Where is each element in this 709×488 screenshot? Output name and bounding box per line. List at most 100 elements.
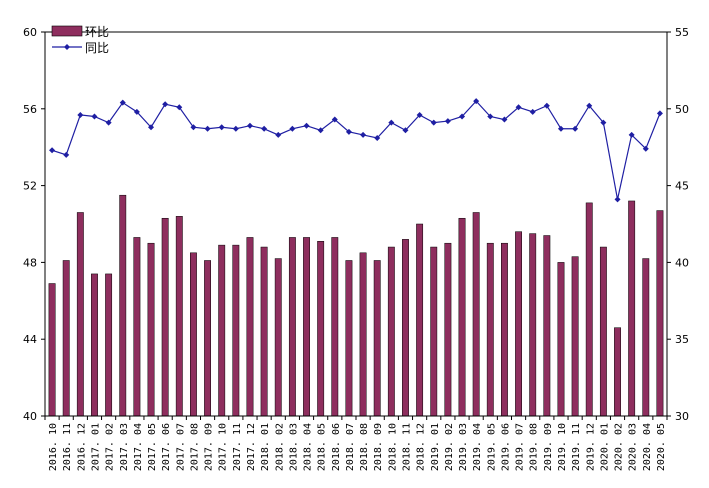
line-point [572, 125, 579, 132]
line-point [515, 104, 522, 111]
line-point [600, 119, 607, 126]
bar [345, 260, 353, 417]
line-point [444, 118, 451, 125]
line-point [459, 113, 466, 120]
line-point [232, 125, 239, 132]
x-tick-label: 2018. 03 [288, 423, 299, 471]
line-point [473, 98, 480, 105]
line-point [317, 127, 324, 134]
x-tick-label: 2020. 02 [614, 423, 625, 471]
x-tick-label: 2019. 11 [571, 423, 582, 471]
line-point [303, 122, 310, 129]
line-point [331, 116, 338, 123]
x-tick-label: 2020. 03 [628, 423, 639, 471]
x-tick-label: 2017. 08 [189, 423, 200, 471]
bar [416, 223, 424, 417]
line-point [275, 131, 282, 138]
bar [246, 237, 254, 417]
x-tick-label: 2016. 12 [76, 423, 87, 471]
x-tick-label: 2018. 12 [416, 423, 427, 471]
bar [444, 242, 452, 417]
bar [571, 256, 579, 417]
y2-tick-label: 40 [675, 256, 689, 269]
legend-label-tongbi: 同比 [85, 41, 109, 55]
line-point [119, 99, 126, 106]
bar [119, 194, 127, 417]
y2-tick-label: 45 [675, 180, 689, 193]
bar [614, 327, 621, 417]
x-tick-label: 2018. 06 [331, 423, 342, 471]
line-point [416, 111, 423, 118]
line-point [543, 102, 550, 109]
bar [430, 246, 438, 417]
y-tick-label: 40 [23, 410, 37, 423]
bar [317, 241, 325, 417]
x-tick-label: 2018. 01 [260, 423, 271, 471]
x-tick-label: 2018. 05 [317, 423, 328, 471]
line-point [148, 124, 155, 131]
x-tick-label: 2020. 04 [642, 423, 653, 471]
x-tick-label: 2018. 10 [387, 423, 398, 471]
bar [133, 237, 141, 417]
x-tick-label: 2017. 07 [175, 423, 186, 471]
x-tick-label: 2019. 10 [557, 423, 568, 471]
x-tick-label: 2017. 11 [232, 423, 243, 471]
legend-swatch-huanbi [51, 25, 83, 37]
bar [147, 242, 155, 417]
x-tick-label: 2018. 07 [345, 423, 356, 471]
bar [260, 246, 268, 417]
x-tick-label: 2019. 04 [472, 423, 483, 471]
line-point [430, 119, 437, 126]
bar [543, 235, 551, 417]
x-tick-label: 2017. 02 [105, 423, 116, 471]
x-tick-label: 2017. 12 [246, 423, 257, 471]
line-point [246, 122, 253, 129]
bar [486, 242, 494, 417]
x-tick-label: 2019. 03 [458, 423, 469, 471]
bar [373, 260, 381, 417]
x-tick-label: 2018. 09 [373, 423, 384, 471]
x-tick-label: 2018. 04 [303, 423, 314, 471]
x-tick-label: 2017. 03 [119, 423, 130, 471]
x-tick-label: 2019. 12 [585, 423, 596, 471]
line-point [190, 124, 197, 131]
line-point [402, 127, 409, 134]
bar [76, 212, 84, 417]
line-point [261, 125, 268, 132]
bar [274, 258, 282, 417]
line-point [204, 125, 211, 132]
legend-marker-tongbi [64, 44, 70, 50]
line-point [218, 124, 225, 131]
x-tick-label: 2019. 09 [543, 423, 554, 471]
line-point [656, 110, 663, 117]
bar [303, 237, 310, 417]
y-tick-label: 44 [23, 333, 37, 346]
line-point [105, 119, 112, 126]
bar [190, 252, 197, 417]
x-tick-label: 2017. 06 [161, 423, 172, 471]
line-point [176, 104, 183, 111]
bar [218, 244, 226, 417]
y2-tick-label: 50 [675, 103, 689, 116]
line-point [77, 111, 84, 118]
x-tick-label: 2018. 02 [274, 423, 285, 471]
bar [585, 202, 593, 417]
line-series [51, 100, 661, 200]
bar [175, 216, 183, 417]
legend-label-huanbi: 环比 [85, 25, 109, 39]
x-tick-label: 2020. 05 [656, 423, 667, 471]
line-point [642, 145, 649, 152]
line-point [49, 147, 56, 154]
bar [387, 246, 395, 417]
bar [599, 246, 607, 417]
bar [91, 273, 98, 417]
x-tick-label: 2016. 10 [48, 423, 59, 471]
legend: 环比 同比 [51, 25, 109, 55]
bar [501, 242, 508, 417]
line-point [614, 196, 621, 203]
y-tick-label: 52 [23, 180, 37, 193]
line-point [360, 131, 367, 138]
x-tick-label: 2017. 10 [218, 423, 229, 471]
bar [557, 262, 565, 417]
y-tick-label: 56 [23, 103, 37, 116]
